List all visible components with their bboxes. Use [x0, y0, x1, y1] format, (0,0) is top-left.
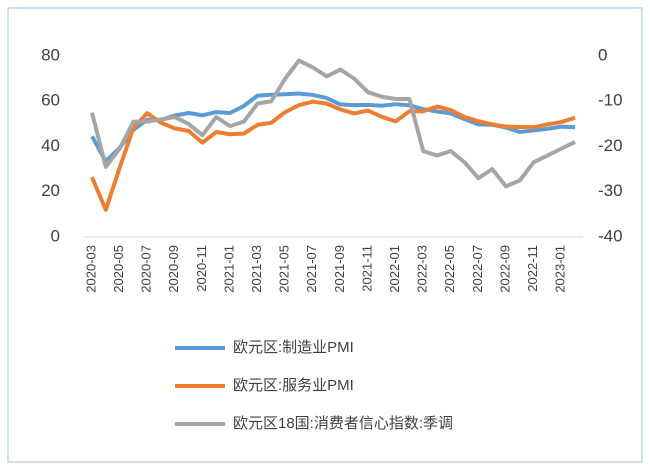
x-tick-label: 2021-11: [359, 245, 374, 292]
x-tick-label: 2021-07: [304, 245, 319, 293]
x-tick-label: 2021-05: [277, 245, 292, 293]
x-tick-label: 2022-11: [525, 245, 540, 292]
x-tick-label: 2020-09: [166, 245, 181, 293]
x-tick-label: 2023-01: [553, 245, 568, 293]
legend-label: 欧元区18国:消费者信心指数:季调: [233, 415, 453, 432]
x-tick-label: 2022-01: [387, 245, 402, 293]
y2-tick-label: -10: [598, 91, 623, 110]
x-tick-label: 2020-07: [139, 245, 154, 293]
x-tick-label: 2022-05: [442, 245, 457, 293]
y-tick-label: 80: [41, 45, 60, 64]
x-tick-label: 2022-07: [470, 245, 485, 293]
legend-label: 欧元区:服务业PMI: [233, 377, 354, 394]
x-tick-label: 2021-01: [221, 245, 236, 293]
legend-label: 欧元区:制造业PMI: [233, 339, 354, 356]
y-tick-label: 60: [41, 91, 60, 110]
y-tick-label: 20: [41, 181, 60, 200]
x-tick-label: 2022-09: [497, 245, 512, 293]
x-tick-label: 2020-03: [83, 245, 98, 293]
chart-border: [7, 7, 643, 463]
x-tick-label: 2021-09: [332, 245, 347, 293]
y-tick-label: 0: [51, 226, 60, 245]
series-line: [90, 99, 576, 212]
series-line: [90, 58, 576, 189]
x-tick-label: 2020-11: [194, 245, 209, 292]
x-tick-label: 2021-03: [249, 245, 264, 293]
y2-tick-label: -40: [598, 226, 623, 245]
y2-tick-label: -20: [598, 136, 623, 155]
x-tick-label: 2022-03: [415, 245, 430, 293]
y-tick-label: 40: [41, 136, 60, 155]
y2-tick-label: -30: [598, 181, 623, 200]
y2-tick-label: 0: [598, 45, 607, 64]
x-tick-label: 2020-05: [111, 245, 126, 293]
